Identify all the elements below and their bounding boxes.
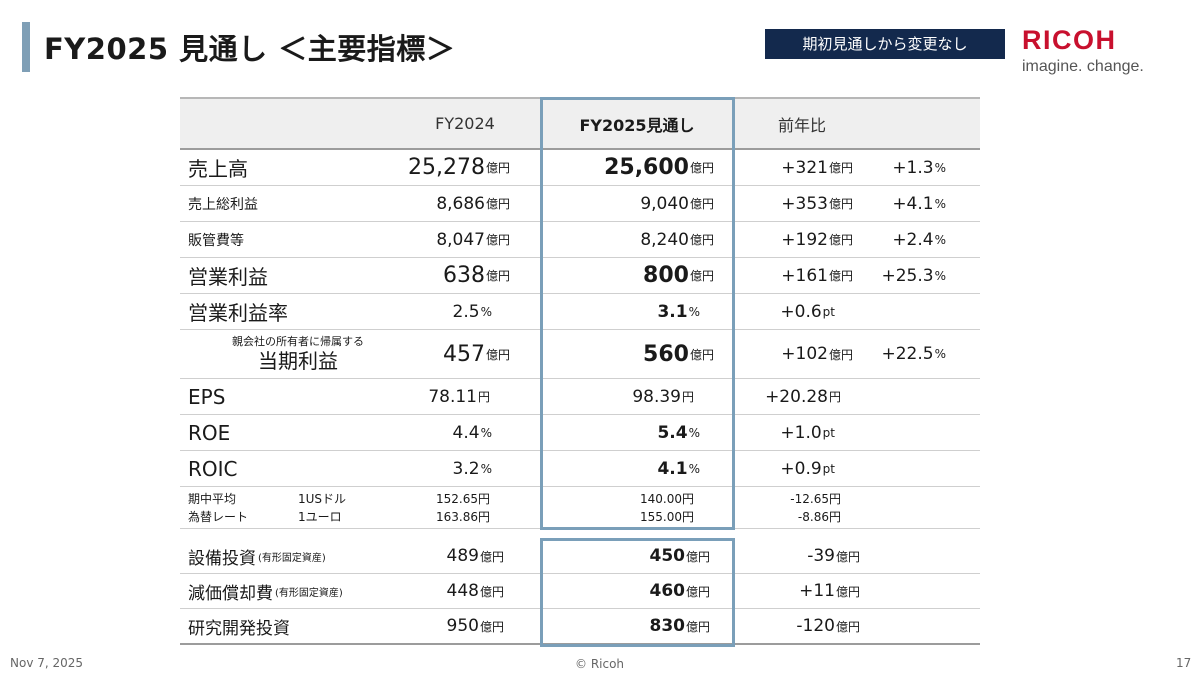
value-yoy-amount: +161 億円 [781, 265, 853, 286]
value-fy2024: 2.5% [452, 301, 492, 322]
fx-label-line1: 期中平均 [188, 491, 237, 506]
table-row-sales: 売上高 25,278 億円 25,600 億円 +321 億円 +1.3% [180, 150, 980, 186]
table-row-operating-margin: 営業利益率 2.5% 3.1% +0.6 pt [180, 294, 980, 330]
row-label: 設備投資 (有形固定資産) [188, 548, 326, 569]
value-yoy-amount: +1.0 pt [780, 422, 835, 443]
value-fy2025: 5.4% [657, 422, 700, 443]
value-fy2025: 560 億円 [643, 341, 714, 367]
header-yoy: 前年比 [778, 115, 827, 135]
value-fy2025: 8,240 億円 [640, 229, 714, 250]
value-fy2024: 638 億円 [442, 263, 510, 288]
value-fy2025: 460 億円 [649, 581, 710, 601]
row-label-note: 親会社の所有者に帰属する [232, 335, 364, 348]
title-accent-bar [22, 22, 30, 72]
table-row-capex: 設備投資 (有形固定資産) 489 億円 450 億円 -39 億円 [180, 539, 980, 574]
value-fy2024: 950 億円 [446, 616, 504, 636]
value-fy2025: 25,600 億円 [604, 155, 714, 180]
value-yoy-amount: +102 億円 [781, 344, 853, 364]
header-fy2024: FY2024 [435, 114, 495, 133]
value-yoy-amount: +20.28 円 [765, 386, 841, 407]
value-fy2025: 3.1% [657, 301, 700, 322]
table-row-operating-profit: 営業利益 638 億円 800 億円 +161 億円 +25.3% [180, 258, 980, 294]
table-row-net-income: 親会社の所有者に帰属する 当期利益 457 億円 560 億円 +102 億円 +22… [180, 330, 980, 379]
value-yoy-amount: -120 億円 [796, 616, 860, 636]
value-fy2024: 78.11 円 [428, 386, 490, 407]
value-yoy-percent: +25.3% [881, 265, 946, 286]
fx-label-line2: 為替レート [188, 509, 249, 524]
value-fy2024: 3.2% [452, 458, 492, 479]
table-row-eps: EPS 78.11 円 98.39 円 +20.28 円 [180, 379, 980, 415]
value-yoy-percent: +22.5% [881, 344, 946, 364]
value-yoy-amount: -12.65円 -8.86円 [790, 491, 841, 524]
value-fy2024: 489 億円 [446, 546, 504, 566]
page-number: 17 [1176, 656, 1192, 670]
value-fy2024: 448 億円 [446, 581, 504, 601]
value-fy2024: 25,278 億円 [408, 155, 510, 180]
value-yoy-amount: +0.9 pt [780, 458, 835, 479]
value-fy2025: 800 億円 [643, 263, 714, 288]
value-yoy-amount: +192 億円 [781, 229, 853, 250]
row-label: EPS [188, 384, 226, 409]
value-yoy-percent: +2.4% [892, 229, 946, 250]
value-yoy-amount: +0.6 pt [780, 301, 835, 322]
ricoh-logo: RICOH imagine. change. [1022, 26, 1162, 77]
row-label: 売上高 [188, 157, 248, 181]
slide-title: FY2025 見通し ＜主要指標＞ [44, 32, 456, 66]
value-fy2024: 4.4% [452, 422, 492, 443]
table-header-row: FY2024 FY2025見通し 前年比 [180, 99, 980, 150]
value-yoy-amount: +11 億円 [799, 581, 860, 601]
header-fy2025-forecast: FY2025見通し [579, 115, 695, 135]
value-fy2025: 830 億円 [649, 616, 710, 636]
value-fy2025: 4.1% [657, 458, 700, 479]
value-yoy-percent: +1.3% [892, 157, 946, 178]
row-label: 期中平均 1USドル 為替レート 1ユーロ [188, 487, 408, 528]
fx-usd-label: 1USドル [298, 491, 347, 506]
value-yoy-percent: +4.1% [892, 193, 946, 214]
row-label: 研究開発投資 [188, 618, 290, 639]
value-fy2024: 8,047 億円 [436, 229, 510, 250]
row-label: 減価償却費 (有形固定資産) [188, 583, 343, 604]
value-fy2024: 457 億円 [442, 341, 510, 367]
footer-date: Nov 7, 2025 [10, 656, 84, 670]
row-label: ROIC [188, 456, 238, 481]
footer-copyright: © Ricoh [575, 657, 625, 671]
table-row-depreciation: 減価償却費 (有形固定資産) 448 億円 460 億円 +11 億円 [180, 574, 980, 609]
row-label: 営業利益 [188, 265, 268, 289]
row-label: 親会社の所有者に帰属する 当期利益 [188, 330, 408, 378]
value-fy2024: 152.65円 163.86円 [435, 491, 490, 524]
value-yoy-amount: +321 億円 [781, 157, 853, 178]
row-label: ROE [188, 420, 231, 445]
fy2025-highlight-box [540, 97, 735, 530]
table-row-gross-profit: 売上総利益 8,686 億円 9,040 億円 +353 億円 +4.1% [180, 186, 980, 222]
value-fy2025: 140.00円 155.00円 [639, 491, 694, 524]
table-row-sga: 販管費等 8,047 億円 8,240 億円 +192 億円 +2.4% [180, 222, 980, 258]
fy2025-investment-highlight-box [540, 538, 735, 647]
row-label-main: 当期利益 [258, 349, 338, 373]
value-fy2024: 8,686 億円 [436, 193, 510, 214]
value-yoy-amount: +353 億円 [781, 193, 853, 214]
table-row-roe: ROE 4.4% 5.4% +1.0 pt [180, 415, 980, 451]
value-fy2025: 9,040 億円 [640, 193, 714, 214]
logo-tagline: imagine. change. [1022, 58, 1144, 75]
table-row-roic: ROIC 3.2% 4.1% +0.9 pt [180, 451, 980, 487]
fx-eur-label: 1ユーロ [298, 509, 342, 524]
logo-wordmark: RICOH [1022, 25, 1117, 55]
value-yoy-amount: -39 億円 [807, 546, 860, 566]
row-label: 販管費等 [188, 232, 244, 249]
value-fy2025: 98.39 円 [632, 386, 694, 407]
status-badge: 期初見通しから変更なし [765, 29, 1005, 59]
value-fy2025: 450 億円 [649, 546, 710, 566]
row-label: 営業利益率 [188, 301, 288, 325]
row-label: 売上総利益 [188, 196, 258, 213]
